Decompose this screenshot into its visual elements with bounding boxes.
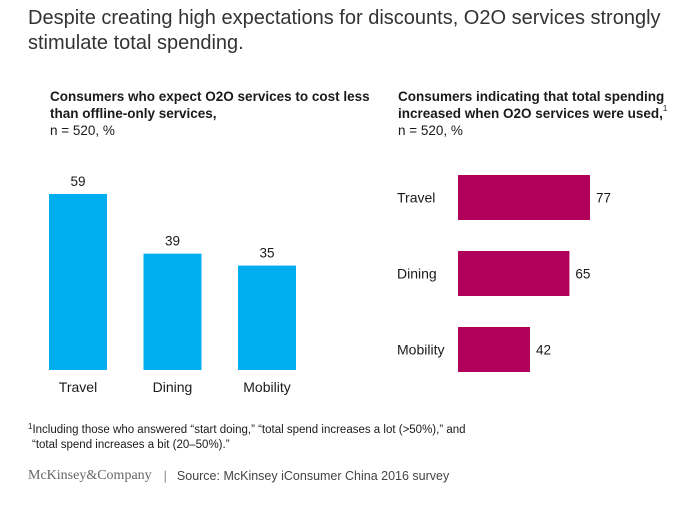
right-bar-dining bbox=[458, 251, 570, 296]
left-category-label-travel: Travel bbox=[59, 379, 97, 395]
left-value-label-travel: 59 bbox=[70, 174, 85, 189]
right-chart-title-text: Consumers indicating that total spending… bbox=[398, 89, 665, 121]
footnote: 1Including those who answered “start doi… bbox=[28, 423, 628, 453]
footer-separator: | bbox=[163, 469, 167, 483]
right-value-label-travel: 77 bbox=[596, 191, 611, 206]
left-bar-travel bbox=[49, 194, 107, 370]
footnote-line-1: Including those who answered “start doin… bbox=[32, 424, 466, 436]
left-value-label-dining: 39 bbox=[165, 234, 180, 249]
left-chart-title-text: Consumers who expect O2O services to cos… bbox=[50, 89, 370, 121]
right-category-label-travel: Travel bbox=[397, 190, 435, 206]
right-category-label-mobility: Mobility bbox=[397, 342, 444, 358]
left-chart-title: Consumers who expect O2O services to cos… bbox=[50, 88, 370, 139]
source-text: Source: McKinsey iConsumer China 2016 su… bbox=[176, 469, 450, 483]
left-category-label-dining: Dining bbox=[153, 379, 193, 395]
right-value-label-dining: 65 bbox=[575, 267, 590, 282]
left-bar-chart: 59 Travel 39 Dining 35 Mobility bbox=[49, 174, 296, 395]
right-chart-sample-size: n = 520, % bbox=[398, 123, 463, 138]
main-title: Despite creating high expectations for d… bbox=[28, 7, 661, 54]
right-value-label-mobility: 42 bbox=[536, 343, 551, 358]
right-chart-footnote-marker: 1 bbox=[662, 104, 668, 113]
left-bar-mobility bbox=[238, 265, 296, 370]
left-chart-sample-size: n = 520, % bbox=[50, 123, 115, 138]
right-bar-travel bbox=[458, 175, 590, 220]
footer: McKinsey&Company | Source: McKinsey iCon… bbox=[28, 468, 449, 484]
charts-canvas: 59 Travel 39 Dining 35 Mobility Travel 77 Dinin… bbox=[49, 174, 611, 395]
footnote-line-2: “total spend increases a bit (20–50%).” bbox=[32, 439, 230, 451]
mckinsey-logo: McKinsey&Company bbox=[28, 468, 152, 483]
right-bar-chart: Travel 77 Dining 65 Mobility 42 bbox=[397, 175, 611, 372]
right-category-label-dining: Dining bbox=[397, 266, 437, 282]
left-bar-dining bbox=[143, 253, 202, 370]
footnote-marker: 1 bbox=[28, 422, 33, 431]
left-value-label-mobility: 35 bbox=[259, 246, 274, 261]
left-category-label-mobility: Mobility bbox=[243, 379, 290, 395]
right-bar-mobility bbox=[458, 327, 530, 372]
right-chart-title: Consumers indicating that total spending… bbox=[398, 88, 678, 139]
